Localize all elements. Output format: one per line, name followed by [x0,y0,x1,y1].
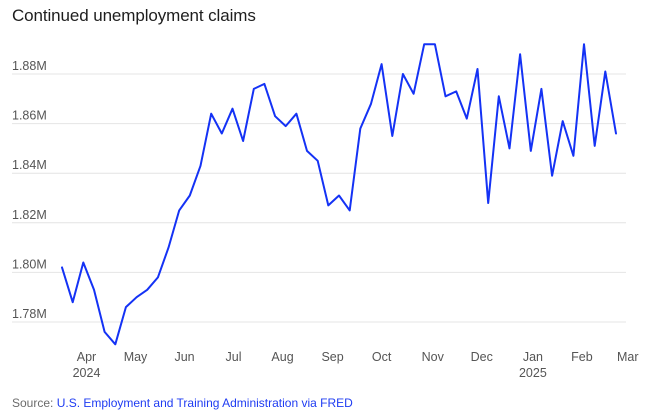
x-tick-label: May [124,350,148,364]
y-tick-label: 1.78M [12,307,47,321]
x-tick-label: Aug [271,350,293,364]
x-tick-label: Nov [422,350,445,364]
x-tick-label: Mar [617,350,639,364]
source-prefix: Source: [12,396,54,410]
source-link[interactable]: U.S. Employment and Training Administrat… [56,396,353,410]
gridlines [12,73,626,323]
x-tick-label: Apr [77,350,96,364]
y-tick-label: 1.86M [12,109,47,123]
x-tick-label: Jun [174,350,194,364]
source-note: Source: U.S. Employment and Training Adm… [12,396,353,410]
x-tick-label: Feb [571,350,593,364]
y-tick-label: 1.84M [12,158,47,172]
y-axis-ticks: 1.78M 1.80M 1.82M 1.84M 1.86M 1.88M [12,59,47,321]
x-tick-label: Oct [372,350,392,364]
x-tick-label: Jul [226,350,242,364]
y-tick-label: 1.82M [12,208,47,222]
chart-title: Continued unemployment claims [12,6,256,25]
x-tick-year-label: 2024 [73,366,101,380]
line-chart: 1.78M 1.80M 1.82M 1.84M 1.86M 1.88M Apr 2024 Ma… [12,43,639,380]
series-line [61,43,617,346]
y-tick-label: 1.88M [12,59,47,73]
x-tick-year-label: 2025 [519,366,547,380]
x-axis-ticks: Apr 2024 May Jun Jul Aug Sep Oct Nov Dec Jan 2025 Fe… [73,350,639,380]
y-tick-label: 1.80M [12,257,47,271]
x-tick-label: Dec [471,350,493,364]
series-group [61,43,617,346]
x-tick-label: Sep [321,350,343,364]
x-tick-label: Jan [523,350,543,364]
